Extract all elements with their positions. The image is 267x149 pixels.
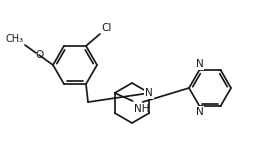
Text: N: N <box>196 107 203 117</box>
Text: CH₃: CH₃ <box>6 34 24 44</box>
Text: Cl: Cl <box>101 23 111 33</box>
Text: N: N <box>146 88 153 98</box>
Text: O: O <box>35 50 43 60</box>
Text: NH: NH <box>134 104 149 114</box>
Text: N: N <box>196 59 203 69</box>
